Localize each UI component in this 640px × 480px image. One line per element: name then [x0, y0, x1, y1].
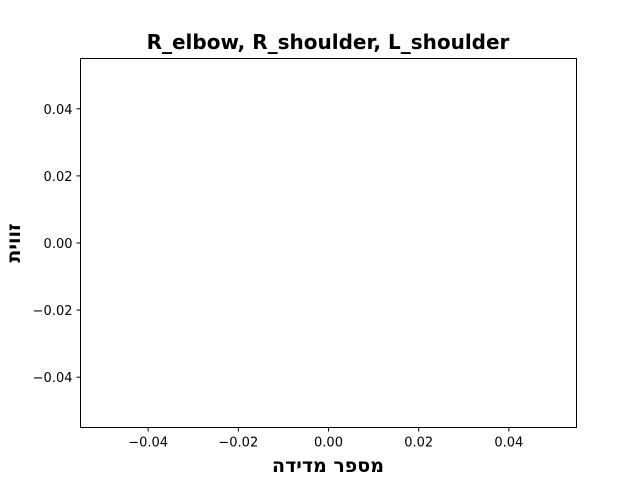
- y-tick-label: 0.02: [44, 170, 73, 185]
- x-tick-label: 0.04: [494, 436, 523, 451]
- y-tick-label: 0.04: [44, 103, 73, 118]
- x-axis: −0.04 −0.02 0.00 0.02 0.04: [128, 427, 523, 451]
- y-tick-label: −0.04: [33, 371, 73, 386]
- x-tick-label: −0.04: [128, 436, 168, 451]
- x-tick-label: 0.00: [314, 436, 343, 451]
- plot-frame: [80, 58, 577, 428]
- chart-title: R_elbow, R_shoulder, L_shoulder: [147, 30, 510, 54]
- y-axis: −0.04 −0.02 0.00 0.02 0.04: [33, 103, 81, 386]
- y-axis-label: זווית: [3, 223, 25, 262]
- x-tick-label: 0.02: [404, 436, 433, 451]
- y-tick-label: −0.02: [33, 304, 73, 319]
- x-axis-label: מספר מדידה: [272, 455, 384, 477]
- x-tick-label: −0.02: [218, 436, 258, 451]
- y-tick-label: 0.00: [44, 237, 73, 252]
